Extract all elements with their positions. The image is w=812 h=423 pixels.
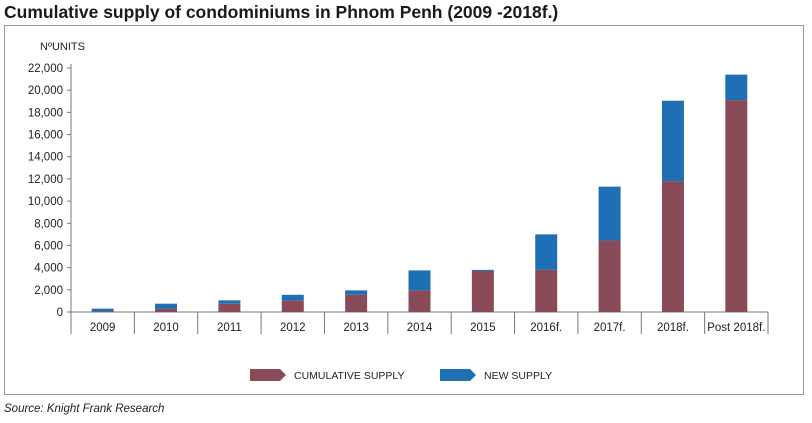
bar-new-supply <box>408 270 431 291</box>
bar-cumulative-supply <box>661 181 684 312</box>
y-tick-label: 0 <box>57 307 63 319</box>
x-tick-label: 2014 <box>407 322 433 334</box>
bar-cumulative-supply <box>281 300 304 312</box>
bar-new-supply <box>218 300 241 304</box>
y-axis-label: NºUNITS <box>40 41 85 53</box>
y-tick-label: 22,000 <box>28 63 63 75</box>
y-tick-label: 16,000 <box>28 130 63 142</box>
bar-cumulative-supply <box>471 270 494 312</box>
bar-new-supply <box>661 100 684 182</box>
bar-new-supply <box>598 186 621 241</box>
bar-new-supply <box>281 294 304 301</box>
x-tick-label: 2017f. <box>594 322 626 334</box>
x-tick-label: 2012 <box>280 322 306 334</box>
y-tick-label: 20,000 <box>28 85 63 97</box>
bar-cumulative-supply <box>218 303 241 312</box>
legend-new-supply-swatch <box>440 369 476 381</box>
y-tick-label: 14,000 <box>28 152 63 164</box>
chart-frame <box>4 25 804 395</box>
y-tick-label: 10,000 <box>28 196 63 208</box>
y-tick-label: 18,000 <box>28 107 63 119</box>
bar-cumulative-supply <box>598 240 621 312</box>
y-tick-label: 12,000 <box>28 174 63 186</box>
bar-cumulative-supply <box>91 311 114 312</box>
bar-new-supply <box>91 308 114 312</box>
legend-new-supply-label: NEW SUPPLY <box>484 370 552 382</box>
x-tick-label: 2011 <box>217 322 242 334</box>
bar-cumulative-supply <box>155 308 178 312</box>
x-tick-label: 2016f. <box>530 322 562 334</box>
x-tick-label: 2009 <box>90 322 116 334</box>
x-tick-label: Post 2018f. <box>707 322 765 334</box>
x-tick-label: 2013 <box>343 322 369 334</box>
y-tick-label: 2,000 <box>34 285 63 297</box>
source-note: Source: Knight Frank Research <box>4 403 165 415</box>
x-tick-label: 2010 <box>153 322 179 334</box>
legend-cumulative-supply-swatch <box>250 369 286 381</box>
x-tick-label: 2015 <box>470 322 496 334</box>
legend-cumulative-supply-label: CUMULATIVE SUPPLY <box>294 370 404 382</box>
chart-title: Cumulative supply of condominiums in Phn… <box>4 2 559 22</box>
y-tick-label: 4,000 <box>34 263 63 275</box>
bar-cumulative-supply <box>535 269 558 312</box>
bar-new-supply <box>725 74 748 101</box>
x-tick-label: 2018f. <box>657 322 689 334</box>
bar-new-supply <box>155 303 178 309</box>
y-tick-label: 8,000 <box>34 218 63 230</box>
y-tick-label: 6,000 <box>34 240 63 252</box>
bar-new-supply <box>345 290 368 295</box>
bar-new-supply <box>535 234 558 270</box>
bar-cumulative-supply <box>408 290 431 312</box>
bar-cumulative-supply <box>345 294 368 312</box>
bar-cumulative-supply <box>725 100 748 312</box>
bar-new-supply <box>471 269 494 271</box>
